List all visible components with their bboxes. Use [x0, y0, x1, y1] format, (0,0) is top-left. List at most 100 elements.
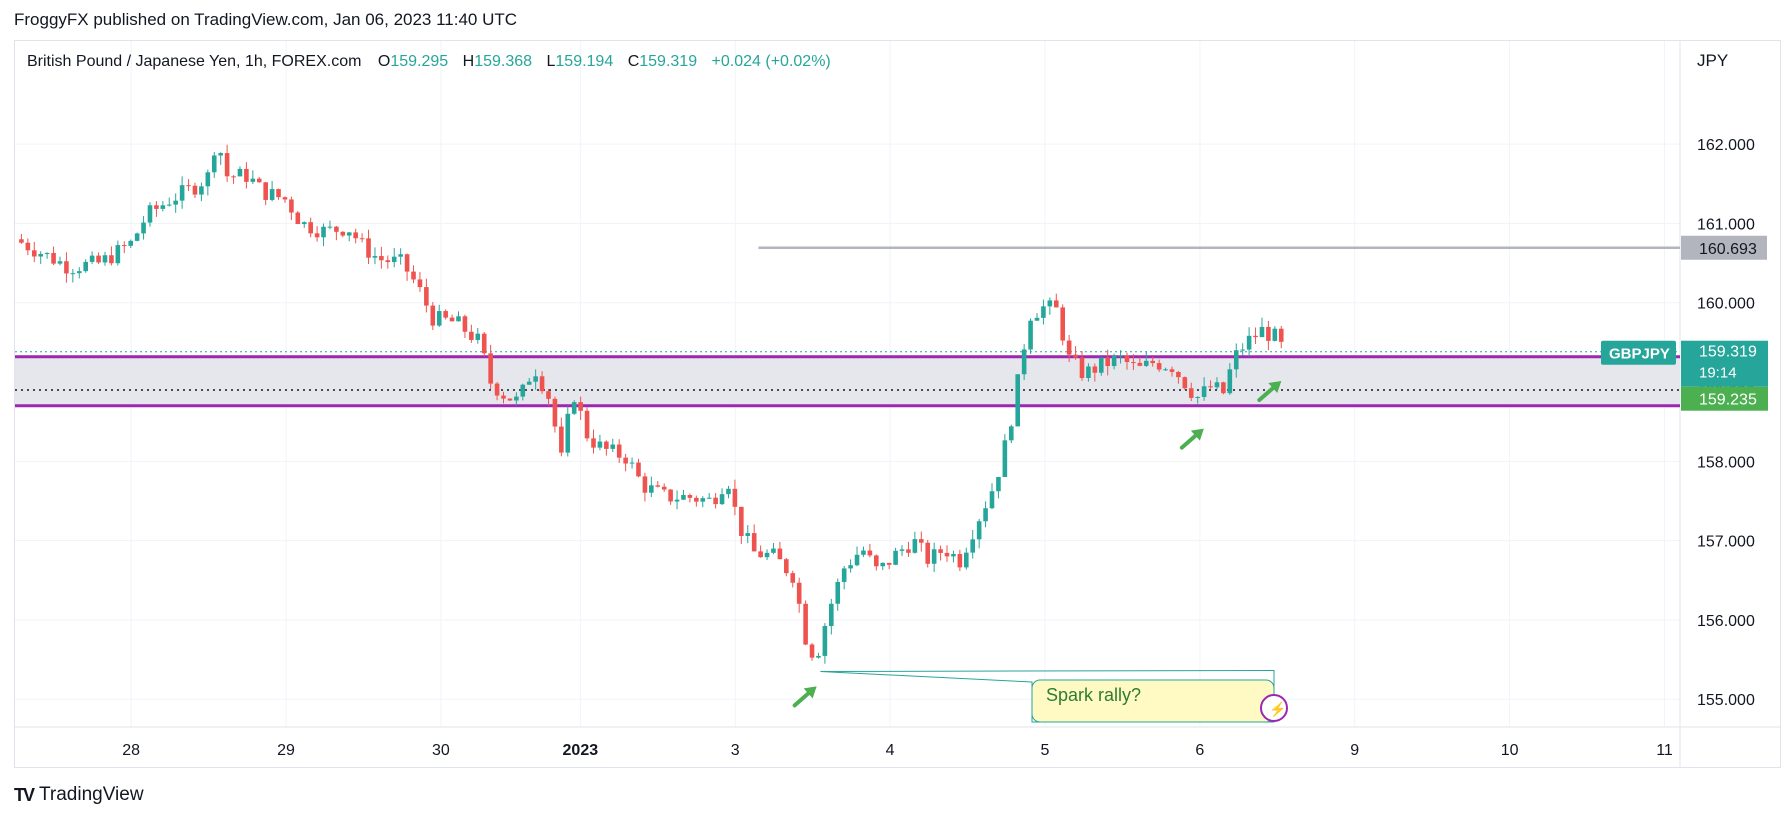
candle-body[interactable]: [173, 200, 178, 205]
candle-body[interactable]: [803, 603, 808, 645]
candle-body[interactable]: [546, 391, 551, 399]
candle-body[interactable]: [1259, 326, 1265, 338]
candle-body[interactable]: [192, 185, 198, 195]
candle-body[interactable]: [1266, 326, 1271, 341]
candle-body[interactable]: [1240, 349, 1245, 351]
candle-body[interactable]: [469, 331, 474, 340]
candle-body[interactable]: [1002, 440, 1008, 478]
candle-body[interactable]: [1073, 354, 1078, 358]
candle-body[interactable]: [327, 226, 333, 228]
resistance-price-tag[interactable]: [1681, 235, 1767, 260]
candle-body[interactable]: [83, 261, 89, 272]
candle-body[interactable]: [726, 488, 731, 495]
candle-body[interactable]: [1176, 371, 1181, 378]
candle-body[interactable]: [604, 441, 609, 449]
candle-body[interactable]: [436, 311, 442, 326]
candle-body[interactable]: [1156, 363, 1162, 370]
candle-body[interactable]: [121, 245, 127, 247]
candle-body[interactable]: [867, 550, 873, 556]
candle-body[interactable]: [134, 233, 140, 241]
candle-body[interactable]: [289, 199, 294, 213]
candle-body[interactable]: [417, 279, 423, 288]
candle-body[interactable]: [951, 554, 956, 557]
candle-body[interactable]: [533, 376, 538, 382]
candle-body[interactable]: [629, 462, 635, 464]
current-price-tag[interactable]: [1681, 340, 1768, 387]
candle-body[interactable]: [880, 562, 886, 567]
candle-body[interactable]: [694, 497, 699, 502]
candle-body[interactable]: [1169, 369, 1175, 372]
candle-body[interactable]: [115, 245, 121, 264]
candle-body[interactable]: [874, 555, 879, 567]
legend-symbol[interactable]: British Pound / Japanese Yen, 1h, FOREX.…: [27, 53, 362, 70]
axis-currency[interactable]: JPY: [1697, 51, 1729, 70]
candle-body[interactable]: [925, 542, 931, 564]
candle-body[interactable]: [989, 491, 995, 509]
candle-body[interactable]: [1041, 306, 1046, 318]
candle-body[interactable]: [276, 189, 281, 198]
candle-body[interactable]: [44, 252, 50, 254]
candle-body[interactable]: [938, 549, 943, 553]
candle-body[interactable]: [1214, 382, 1220, 388]
candle-body[interactable]: [186, 185, 191, 187]
candle-body[interactable]: [912, 539, 918, 553]
candle-body[interactable]: [777, 548, 783, 560]
candle-body[interactable]: [578, 402, 583, 411]
candle-body[interactable]: [51, 252, 56, 264]
candle-body[interactable]: [636, 462, 641, 477]
candle-body[interactable]: [571, 402, 577, 414]
candle-body[interactable]: [623, 457, 628, 464]
candle-body[interactable]: [1098, 357, 1104, 373]
candle-body[interactable]: [1253, 335, 1258, 338]
candle-body[interactable]: [211, 155, 217, 173]
candle-body[interactable]: [591, 438, 596, 448]
candle-body[interactable]: [102, 255, 108, 263]
candle-body[interactable]: [70, 273, 76, 275]
candle-body[interactable]: [57, 261, 63, 264]
candle-body[interactable]: [957, 554, 963, 568]
candle-body[interactable]: [96, 255, 101, 263]
tradingview-logo[interactable]: TV TradingView: [14, 784, 144, 806]
candle-body[interactable]: [38, 253, 44, 257]
candle-body[interactable]: [1124, 355, 1130, 363]
candle-body[interactable]: [1047, 300, 1053, 307]
candle-body[interactable]: [661, 486, 667, 490]
candle-body[interactable]: [128, 240, 133, 246]
candle-body[interactable]: [1079, 357, 1085, 379]
candle-body[interactable]: [963, 552, 969, 568]
candle-body[interactable]: [321, 226, 326, 238]
candle-body[interactable]: [976, 521, 982, 540]
candle-body[interactable]: [237, 168, 243, 177]
candle-body[interactable]: [1060, 307, 1066, 341]
candle-body[interactable]: [353, 232, 358, 239]
candle-body[interactable]: [462, 316, 468, 332]
candle-body[interactable]: [610, 444, 616, 449]
candle-body[interactable]: [295, 212, 301, 225]
candle-body[interactable]: [983, 508, 988, 522]
candle-body[interactable]: [745, 533, 751, 536]
candle-body[interactable]: [526, 381, 532, 385]
candle-body[interactable]: [1143, 360, 1149, 366]
candle-body[interactable]: [520, 384, 526, 397]
candle-body[interactable]: [404, 254, 410, 272]
candle-body[interactable]: [539, 376, 545, 392]
candle-body[interactable]: [514, 396, 519, 401]
candle-body[interactable]: [109, 255, 114, 264]
candle-body[interactable]: [1188, 388, 1194, 398]
candle-body[interactable]: [160, 205, 166, 209]
candle-body[interactable]: [1221, 382, 1226, 394]
candle-body[interactable]: [996, 477, 1001, 492]
candle-body[interactable]: [263, 182, 268, 200]
candle-body[interactable]: [224, 153, 230, 177]
candle-body[interactable]: [507, 398, 513, 401]
candle-body[interactable]: [829, 603, 834, 627]
candle-body[interactable]: [1092, 366, 1098, 373]
candle-body[interactable]: [1201, 386, 1207, 397]
candle-body[interactable]: [31, 250, 37, 257]
candle-body[interactable]: [1028, 320, 1033, 350]
candle-body[interactable]: [147, 205, 153, 223]
candle-body[interactable]: [314, 233, 320, 238]
candle-body[interactable]: [861, 550, 866, 555]
level-price-tag[interactable]: [1681, 386, 1768, 411]
candle-body[interactable]: [250, 178, 256, 182]
